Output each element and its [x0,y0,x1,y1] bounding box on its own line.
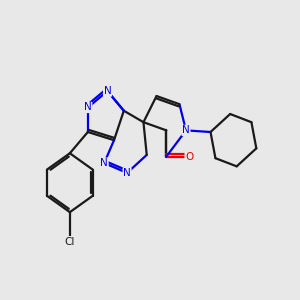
Text: O: O [185,152,194,161]
Text: Cl: Cl [65,237,75,247]
Text: N: N [182,125,190,135]
Text: N: N [103,86,111,96]
Text: N: N [123,168,131,178]
Text: N: N [100,158,108,168]
Text: N: N [84,103,92,112]
